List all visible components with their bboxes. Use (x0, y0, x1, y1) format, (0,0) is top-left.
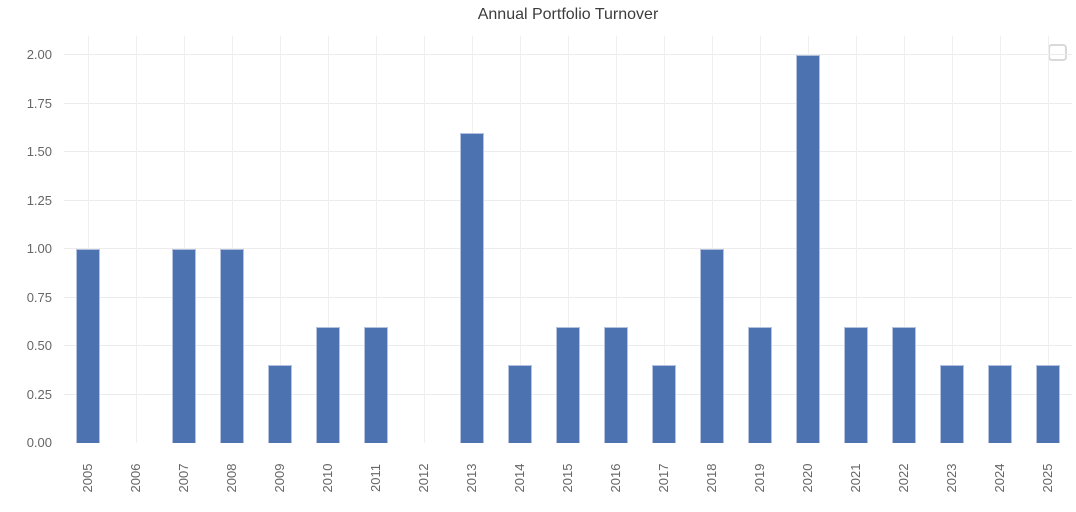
y-tick-label: 0.50 (26, 338, 52, 354)
plot-area (64, 36, 1072, 443)
x-tick-label-2015: 2015 (560, 463, 575, 493)
x-tick-label-2014: 2014 (512, 463, 527, 493)
x-gridline (760, 36, 761, 443)
bar-2018 (700, 249, 724, 443)
bar-2007 (172, 249, 196, 443)
bar-2015 (556, 327, 580, 443)
x-tick-label-2022: 2022 (896, 463, 911, 493)
x-tick-label-2018: 2018 (704, 463, 719, 493)
x-tick-label-2019: 2019 (752, 463, 767, 493)
x-gridline (88, 36, 89, 443)
y-tick-label: 1.50 (26, 144, 52, 160)
bar-2010 (316, 327, 340, 443)
x-gridline (184, 36, 185, 443)
x-gridline (904, 36, 905, 443)
x-tick-label-2009: 2009 (272, 463, 287, 493)
bar-2017 (652, 365, 676, 443)
y-tick-label: 1.25 (26, 192, 52, 208)
x-tick-label-2016: 2016 (608, 463, 623, 493)
bar-2023 (940, 365, 964, 443)
x-gridline (952, 36, 953, 443)
x-tick-label-2008: 2008 (224, 463, 239, 493)
x-tick-label-2011: 2011 (368, 464, 383, 492)
bar-2019 (748, 327, 772, 443)
x-gridline (664, 36, 665, 443)
x-gridline (616, 36, 617, 443)
bar-2022 (892, 327, 916, 443)
x-gridline (424, 36, 425, 443)
chart-title: Annual Portfolio Turnover (477, 6, 659, 23)
bar-2025 (1036, 365, 1060, 443)
y-tick-label: 0.75 (26, 289, 52, 305)
x-gridline (520, 36, 521, 443)
bar-2021 (844, 327, 868, 443)
y-tick-label: 0.25 (26, 386, 52, 402)
x-gridline (280, 36, 281, 443)
bar-2009 (268, 365, 292, 443)
y-tick-label: 0.00 (26, 435, 52, 450)
x-gridline (856, 36, 857, 443)
y-tick-label: 1.00 (26, 241, 52, 257)
x-tick-label-2023: 2023 (944, 463, 959, 493)
x-gridline (328, 36, 329, 443)
bar-2011 (364, 327, 388, 443)
x-gridline (232, 36, 233, 443)
x-tick-label-2020: 2020 (800, 463, 815, 493)
bar-2020 (796, 55, 820, 443)
legend-box (1048, 44, 1067, 61)
bar-2014 (508, 365, 532, 443)
x-tick-label-2013: 2013 (464, 463, 479, 493)
bar-2024 (988, 365, 1012, 443)
x-gridline (1000, 36, 1001, 443)
x-tick-label-2010: 2010 (320, 463, 335, 493)
x-tick-label-2017: 2017 (656, 463, 671, 493)
y-tick-label: 2.00 (26, 47, 52, 63)
x-gridline (568, 36, 569, 443)
y-tick-label: 1.75 (26, 95, 52, 111)
x-tick-label-2005: 2005 (80, 463, 95, 493)
x-gridline (712, 36, 713, 443)
bar-2008 (220, 249, 244, 443)
x-gridline (376, 36, 377, 443)
x-tick-label-2024: 2024 (992, 463, 1007, 493)
x-tick-label-2007: 2007 (176, 463, 191, 493)
bar-2016 (604, 327, 628, 443)
x-tick-label-2012: 2012 (416, 463, 431, 493)
x-tick-label-2021: 2021 (848, 463, 863, 493)
x-gridline (1048, 36, 1049, 443)
bar-2005 (76, 249, 100, 443)
x-gridline (136, 36, 137, 443)
bar-2013 (460, 133, 484, 443)
x-tick-label-2006: 2006 (128, 463, 143, 493)
x-tick-label-2025: 2025 (1040, 463, 1055, 493)
